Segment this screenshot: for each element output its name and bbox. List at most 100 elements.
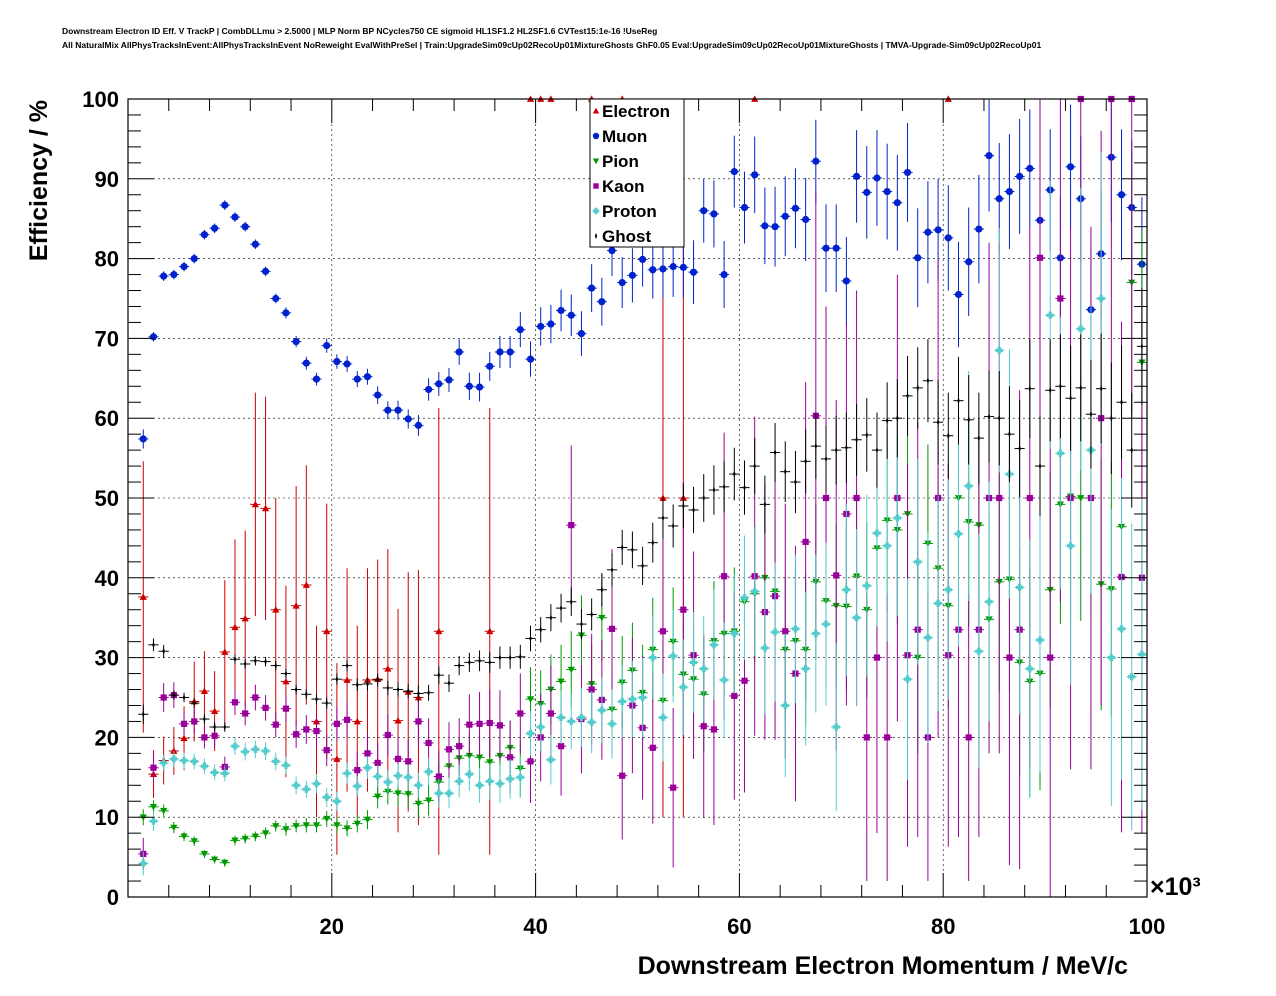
- pion-point: [557, 678, 565, 686]
- proton-point: [496, 780, 504, 788]
- proton-point: [567, 717, 575, 726]
- pion-point: [221, 859, 229, 867]
- muon-point: [404, 415, 412, 423]
- ghost-point: [600, 586, 604, 594]
- pion-point: [363, 816, 372, 824]
- legend-box: [589, 98, 685, 248]
- proton-point: [475, 781, 484, 789]
- pion-point: [333, 822, 341, 829]
- muon-point: [353, 375, 361, 383]
- muon-point: [160, 272, 168, 280]
- proton-point: [1036, 636, 1044, 644]
- legend-label-electron: Electron: [602, 102, 670, 121]
- proton-point: [363, 764, 372, 772]
- proton-point: [893, 514, 901, 522]
- proton-point: [312, 780, 321, 788]
- proton-point: [547, 756, 555, 764]
- proton-point: [832, 723, 840, 731]
- ghost-point: [875, 446, 879, 454]
- ghost-point: [305, 690, 308, 698]
- muon-point: [598, 298, 606, 306]
- kaon-point: [466, 721, 473, 728]
- proton-point: [1097, 294, 1105, 303]
- muon-point: [557, 306, 565, 315]
- ghost-point: [610, 566, 614, 574]
- proton-point: [160, 759, 168, 767]
- muon-point: [954, 290, 963, 299]
- ghost-point: [845, 444, 848, 452]
- proton-point: [598, 706, 606, 714]
- electron-point: [323, 627, 331, 635]
- muon-point: [608, 247, 616, 255]
- proton-point: [292, 781, 300, 789]
- proton-point: [394, 772, 402, 780]
- y-tick-label: 50: [95, 486, 119, 511]
- muon-point: [730, 168, 738, 176]
- ghost-series: [138, 288, 1147, 732]
- ghost-point: [590, 610, 593, 619]
- ghost-point: [539, 626, 542, 634]
- muon-point: [771, 223, 779, 231]
- ghost-point: [325, 699, 328, 707]
- muon-point: [394, 406, 402, 414]
- proton-point: [261, 747, 270, 755]
- proton-point: [649, 654, 657, 662]
- kaon-point: [833, 572, 840, 579]
- kaon-point: [394, 755, 402, 763]
- ghost-point: [396, 685, 400, 694]
- ghost-point: [926, 377, 930, 385]
- ghost-point: [356, 681, 359, 689]
- kaon-point: [252, 694, 259, 701]
- muon-point: [669, 262, 677, 271]
- ghost-point: [203, 715, 206, 723]
- proton-point: [577, 713, 586, 722]
- ghost-point: [243, 660, 247, 668]
- ghost-point: [936, 418, 940, 426]
- ghost-point: [855, 436, 858, 444]
- pion-point: [414, 800, 423, 808]
- ghost-point: [896, 414, 899, 422]
- pion-point: [486, 759, 494, 766]
- legend-label-ghost: Ghost: [602, 227, 651, 246]
- ghost-point: [661, 514, 665, 522]
- ghost-point: [1079, 384, 1083, 392]
- ghost-point: [345, 661, 349, 670]
- ghost-point: [1069, 394, 1072, 402]
- kaon-point: [303, 726, 310, 733]
- kaon-point: [680, 606, 687, 613]
- electron-point: [394, 717, 402, 724]
- muon-point: [537, 322, 545, 331]
- ghost-point: [1099, 385, 1103, 393]
- proton-point: [343, 769, 351, 777]
- ghost-point: [702, 494, 705, 502]
- ghost-point: [570, 598, 573, 606]
- kaon-point: [435, 773, 442, 780]
- proton-point: [1056, 449, 1064, 457]
- muon-point: [272, 294, 280, 303]
- ghost-point: [783, 468, 787, 476]
- muon-point: [781, 212, 789, 220]
- kaon-point: [160, 694, 167, 701]
- ghost-point: [865, 431, 869, 439]
- kaon-point: [822, 494, 830, 502]
- ghost-point: [182, 693, 186, 702]
- x-tick-label: 40: [523, 914, 547, 939]
- kaon-point: [323, 747, 330, 754]
- pion-point: [149, 803, 158, 811]
- muon-point: [455, 348, 463, 356]
- ghost-point: [519, 653, 522, 661]
- pion-point: [272, 823, 280, 830]
- pion-point: [394, 790, 402, 797]
- pion-point: [251, 833, 259, 840]
- kaon-point: [425, 739, 432, 747]
- muon-point: [944, 234, 952, 242]
- muon-point: [251, 240, 259, 248]
- proton-point: [333, 797, 341, 805]
- pion-point: [353, 820, 361, 828]
- pion-point: [211, 856, 219, 864]
- muon-point: [343, 360, 351, 368]
- kaon-point: [496, 722, 504, 729]
- electron-point: [139, 593, 147, 600]
- ghost-point: [386, 684, 390, 692]
- proton-point: [944, 586, 952, 594]
